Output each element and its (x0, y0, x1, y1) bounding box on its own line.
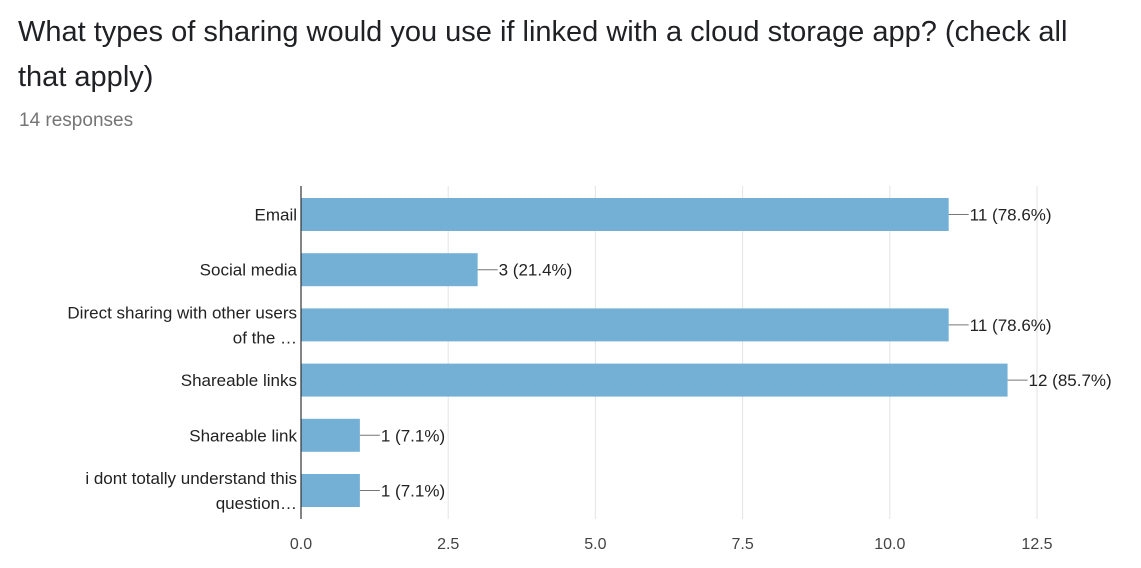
response-count: 14 responses (19, 110, 134, 131)
bar (301, 474, 360, 507)
value-label: 11 (78.6%) (970, 316, 1052, 335)
category-label: Social media (200, 261, 298, 280)
x-tick-label: 2.5 (437, 536, 459, 553)
x-tick-label: 12.5 (1021, 536, 1052, 553)
category-label: Email (254, 206, 297, 225)
x-tick-label: 5.0 (584, 536, 606, 553)
bar (301, 363, 1008, 397)
category-label: question… (216, 494, 297, 513)
value-label: 12 (85.7%) (1029, 371, 1112, 390)
value-label: 1 (7.1%) (381, 426, 445, 445)
bar (301, 418, 360, 452)
category-label: of the … (233, 328, 297, 347)
x-tick-label: 0.0 (290, 536, 312, 553)
bar (301, 253, 478, 287)
bar (301, 308, 949, 342)
value-label: 3 (21.4%) (499, 261, 573, 280)
category-label: Shareable links (181, 371, 297, 390)
value-label: 1 (7.1%) (381, 482, 445, 501)
category-label: Direct sharing with other users (67, 303, 297, 322)
chart-title: What types of sharing would you use if l… (18, 16, 1068, 93)
value-label: 11 (78.6%) (970, 206, 1052, 225)
category-label: i dont totally understand this (85, 469, 297, 488)
bar (301, 198, 949, 231)
x-tick-label: 10.0 (874, 536, 905, 553)
x-tick-label: 7.5 (731, 536, 753, 553)
category-label: Shareable link (189, 426, 297, 445)
